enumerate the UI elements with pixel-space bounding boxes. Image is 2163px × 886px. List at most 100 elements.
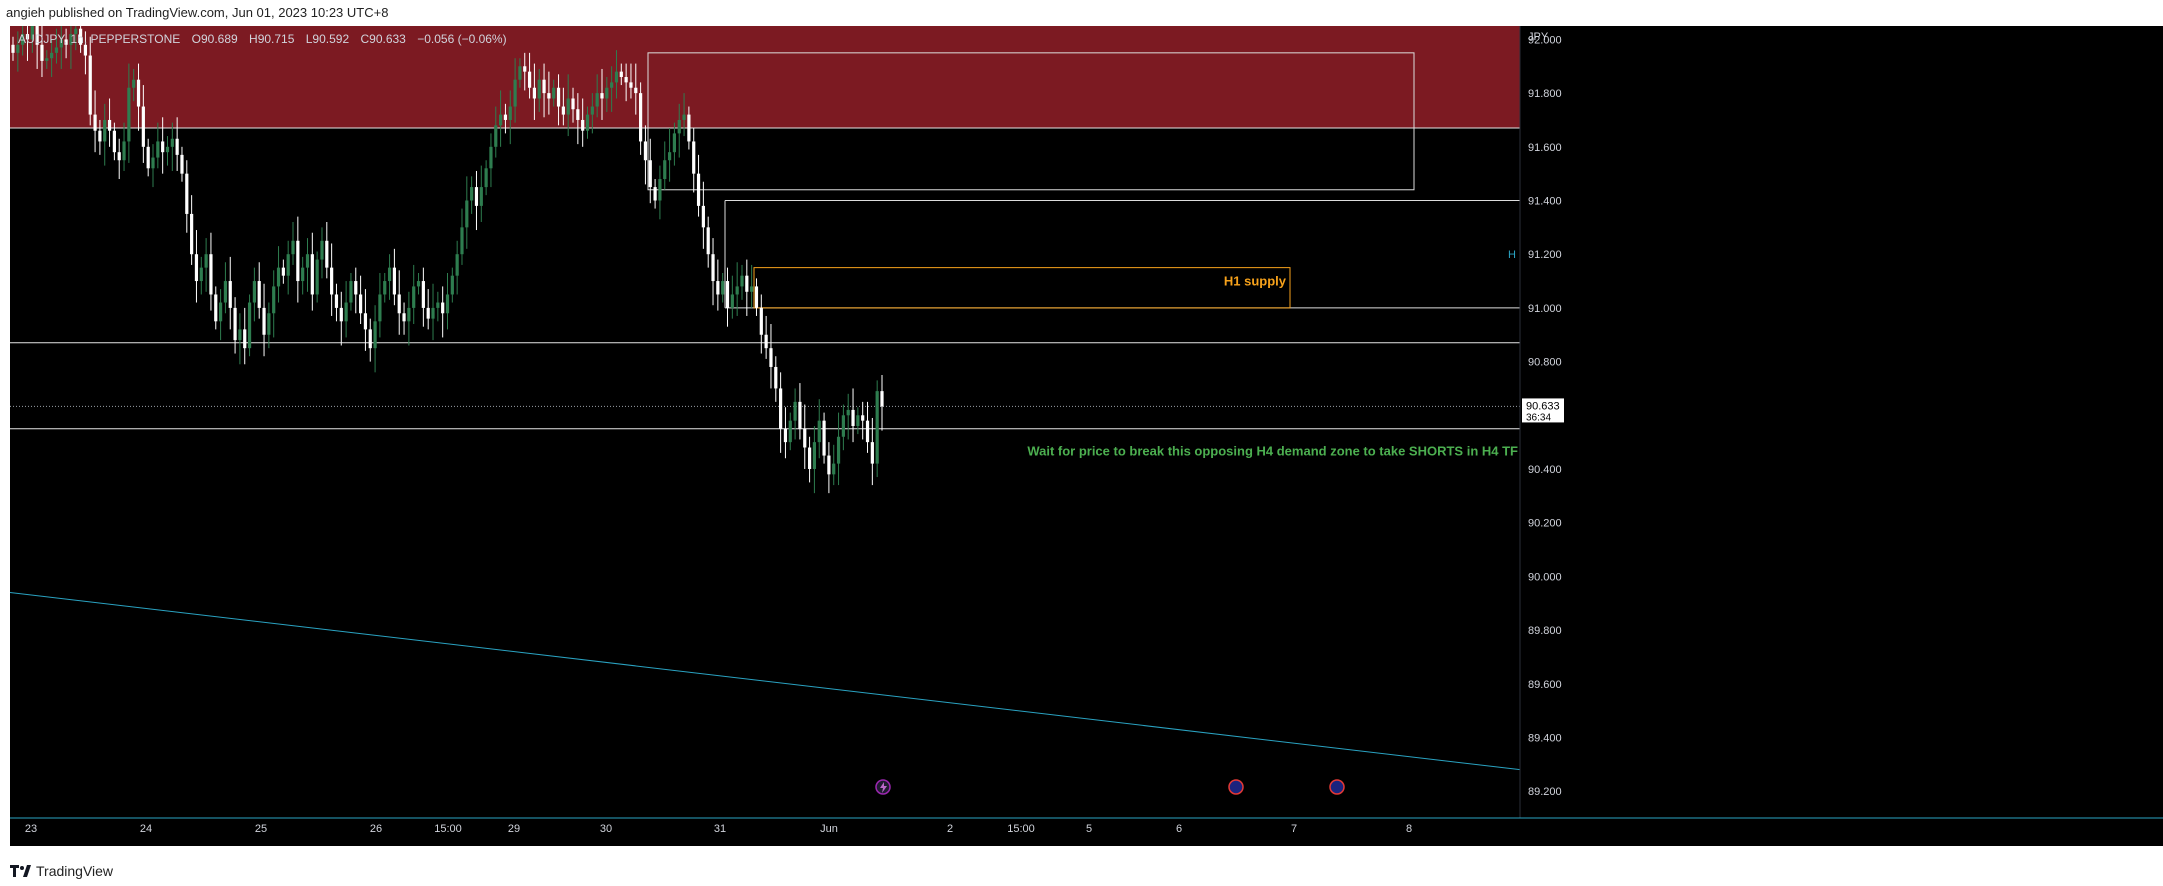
candle[interactable] (711, 238, 715, 306)
candle[interactable] (402, 302, 406, 335)
candle[interactable] (696, 154, 701, 217)
candle[interactable] (291, 221, 295, 265)
candle[interactable] (634, 63, 638, 115)
candle[interactable] (721, 272, 725, 303)
candle[interactable] (807, 436, 812, 483)
candle[interactable] (870, 417, 874, 486)
candle[interactable] (865, 401, 870, 453)
candle[interactable] (214, 286, 218, 330)
candle[interactable] (532, 63, 536, 120)
candle[interactable] (50, 39, 54, 78)
candle[interactable] (354, 267, 358, 314)
candle[interactable] (243, 307, 247, 365)
candle[interactable] (233, 297, 237, 354)
candle[interactable] (117, 138, 121, 180)
candle[interactable] (247, 294, 252, 357)
candle[interactable] (344, 281, 348, 338)
candle[interactable] (769, 324, 773, 389)
candle[interactable] (832, 444, 836, 486)
candle[interactable] (494, 106, 498, 158)
candle[interactable] (455, 240, 459, 295)
candle[interactable] (581, 98, 585, 147)
candle[interactable] (725, 267, 730, 327)
candle[interactable] (624, 63, 628, 102)
candle[interactable] (764, 315, 768, 359)
candle[interactable] (305, 238, 310, 292)
candle[interactable] (426, 289, 430, 330)
candle[interactable] (267, 302, 271, 349)
candle[interactable] (436, 291, 440, 322)
candle[interactable] (25, 26, 30, 61)
candle[interactable] (474, 170, 479, 231)
candle[interactable] (64, 28, 68, 59)
candle[interactable] (527, 52, 532, 99)
candle[interactable] (431, 283, 435, 341)
candle[interactable] (701, 181, 705, 249)
candle[interactable] (397, 270, 401, 335)
candle[interactable] (165, 136, 170, 166)
candle[interactable] (735, 262, 739, 316)
candle[interactable] (218, 289, 223, 341)
candle[interactable] (315, 251, 319, 303)
candle[interactable] (465, 176, 469, 249)
candle[interactable] (339, 291, 343, 346)
candle[interactable] (619, 63, 623, 86)
candle[interactable] (257, 262, 261, 319)
candle[interactable] (286, 240, 290, 295)
candle[interactable] (827, 442, 831, 494)
candle[interactable] (812, 426, 817, 494)
candle[interactable] (682, 93, 686, 137)
candle[interactable] (40, 26, 44, 78)
candle[interactable] (83, 31, 88, 75)
candle[interactable] (59, 26, 63, 69)
candle[interactable] (571, 87, 575, 123)
event-au-flag-icon[interactable] (1228, 779, 1244, 795)
legend-symbol[interactable]: AUDJPY, 1h, PEPPERSTONE (18, 32, 181, 46)
candle[interactable] (798, 383, 802, 440)
candle[interactable] (484, 160, 488, 196)
candle[interactable] (296, 216, 300, 303)
candle[interactable] (301, 256, 305, 295)
candle[interactable] (677, 103, 681, 158)
candle[interactable] (788, 412, 792, 451)
candle[interactable] (35, 26, 39, 69)
zone-box-upper[interactable] (647, 52, 1415, 191)
candle[interactable] (93, 90, 97, 153)
chart-area[interactable]: H1 supply Wait for price to break this op… (10, 26, 2163, 846)
candle[interactable] (614, 50, 619, 99)
candle[interactable] (252, 267, 256, 322)
candle[interactable] (368, 318, 372, 362)
candle[interactable] (706, 216, 710, 268)
candle[interactable] (74, 26, 78, 51)
candle[interactable] (30, 26, 34, 53)
candle[interactable] (687, 106, 691, 150)
candle[interactable] (325, 221, 329, 279)
candle[interactable] (489, 133, 493, 188)
candle[interactable] (692, 128, 696, 193)
candle[interactable] (759, 294, 763, 354)
candle[interactable] (122, 122, 126, 171)
candle[interactable] (783, 407, 788, 459)
candle[interactable] (199, 256, 203, 295)
candle[interactable] (523, 52, 527, 91)
candle[interactable] (180, 146, 184, 182)
candle[interactable] (561, 87, 565, 126)
candle[interactable] (643, 125, 648, 185)
candle[interactable] (740, 264, 744, 300)
candle[interactable] (151, 144, 155, 188)
candle[interactable] (513, 58, 517, 123)
candle[interactable] (479, 165, 483, 222)
candle[interactable] (542, 63, 546, 118)
candle[interactable] (672, 122, 677, 166)
candle[interactable] (359, 275, 363, 325)
candle[interactable] (54, 28, 59, 64)
candle[interactable] (817, 399, 821, 459)
candle[interactable] (228, 256, 232, 330)
candle[interactable] (209, 232, 213, 311)
candle[interactable] (667, 128, 672, 182)
candle[interactable] (880, 375, 884, 431)
candle[interactable] (518, 58, 522, 88)
candle[interactable] (392, 248, 396, 306)
candle[interactable] (445, 272, 450, 330)
candle[interactable] (262, 283, 266, 357)
